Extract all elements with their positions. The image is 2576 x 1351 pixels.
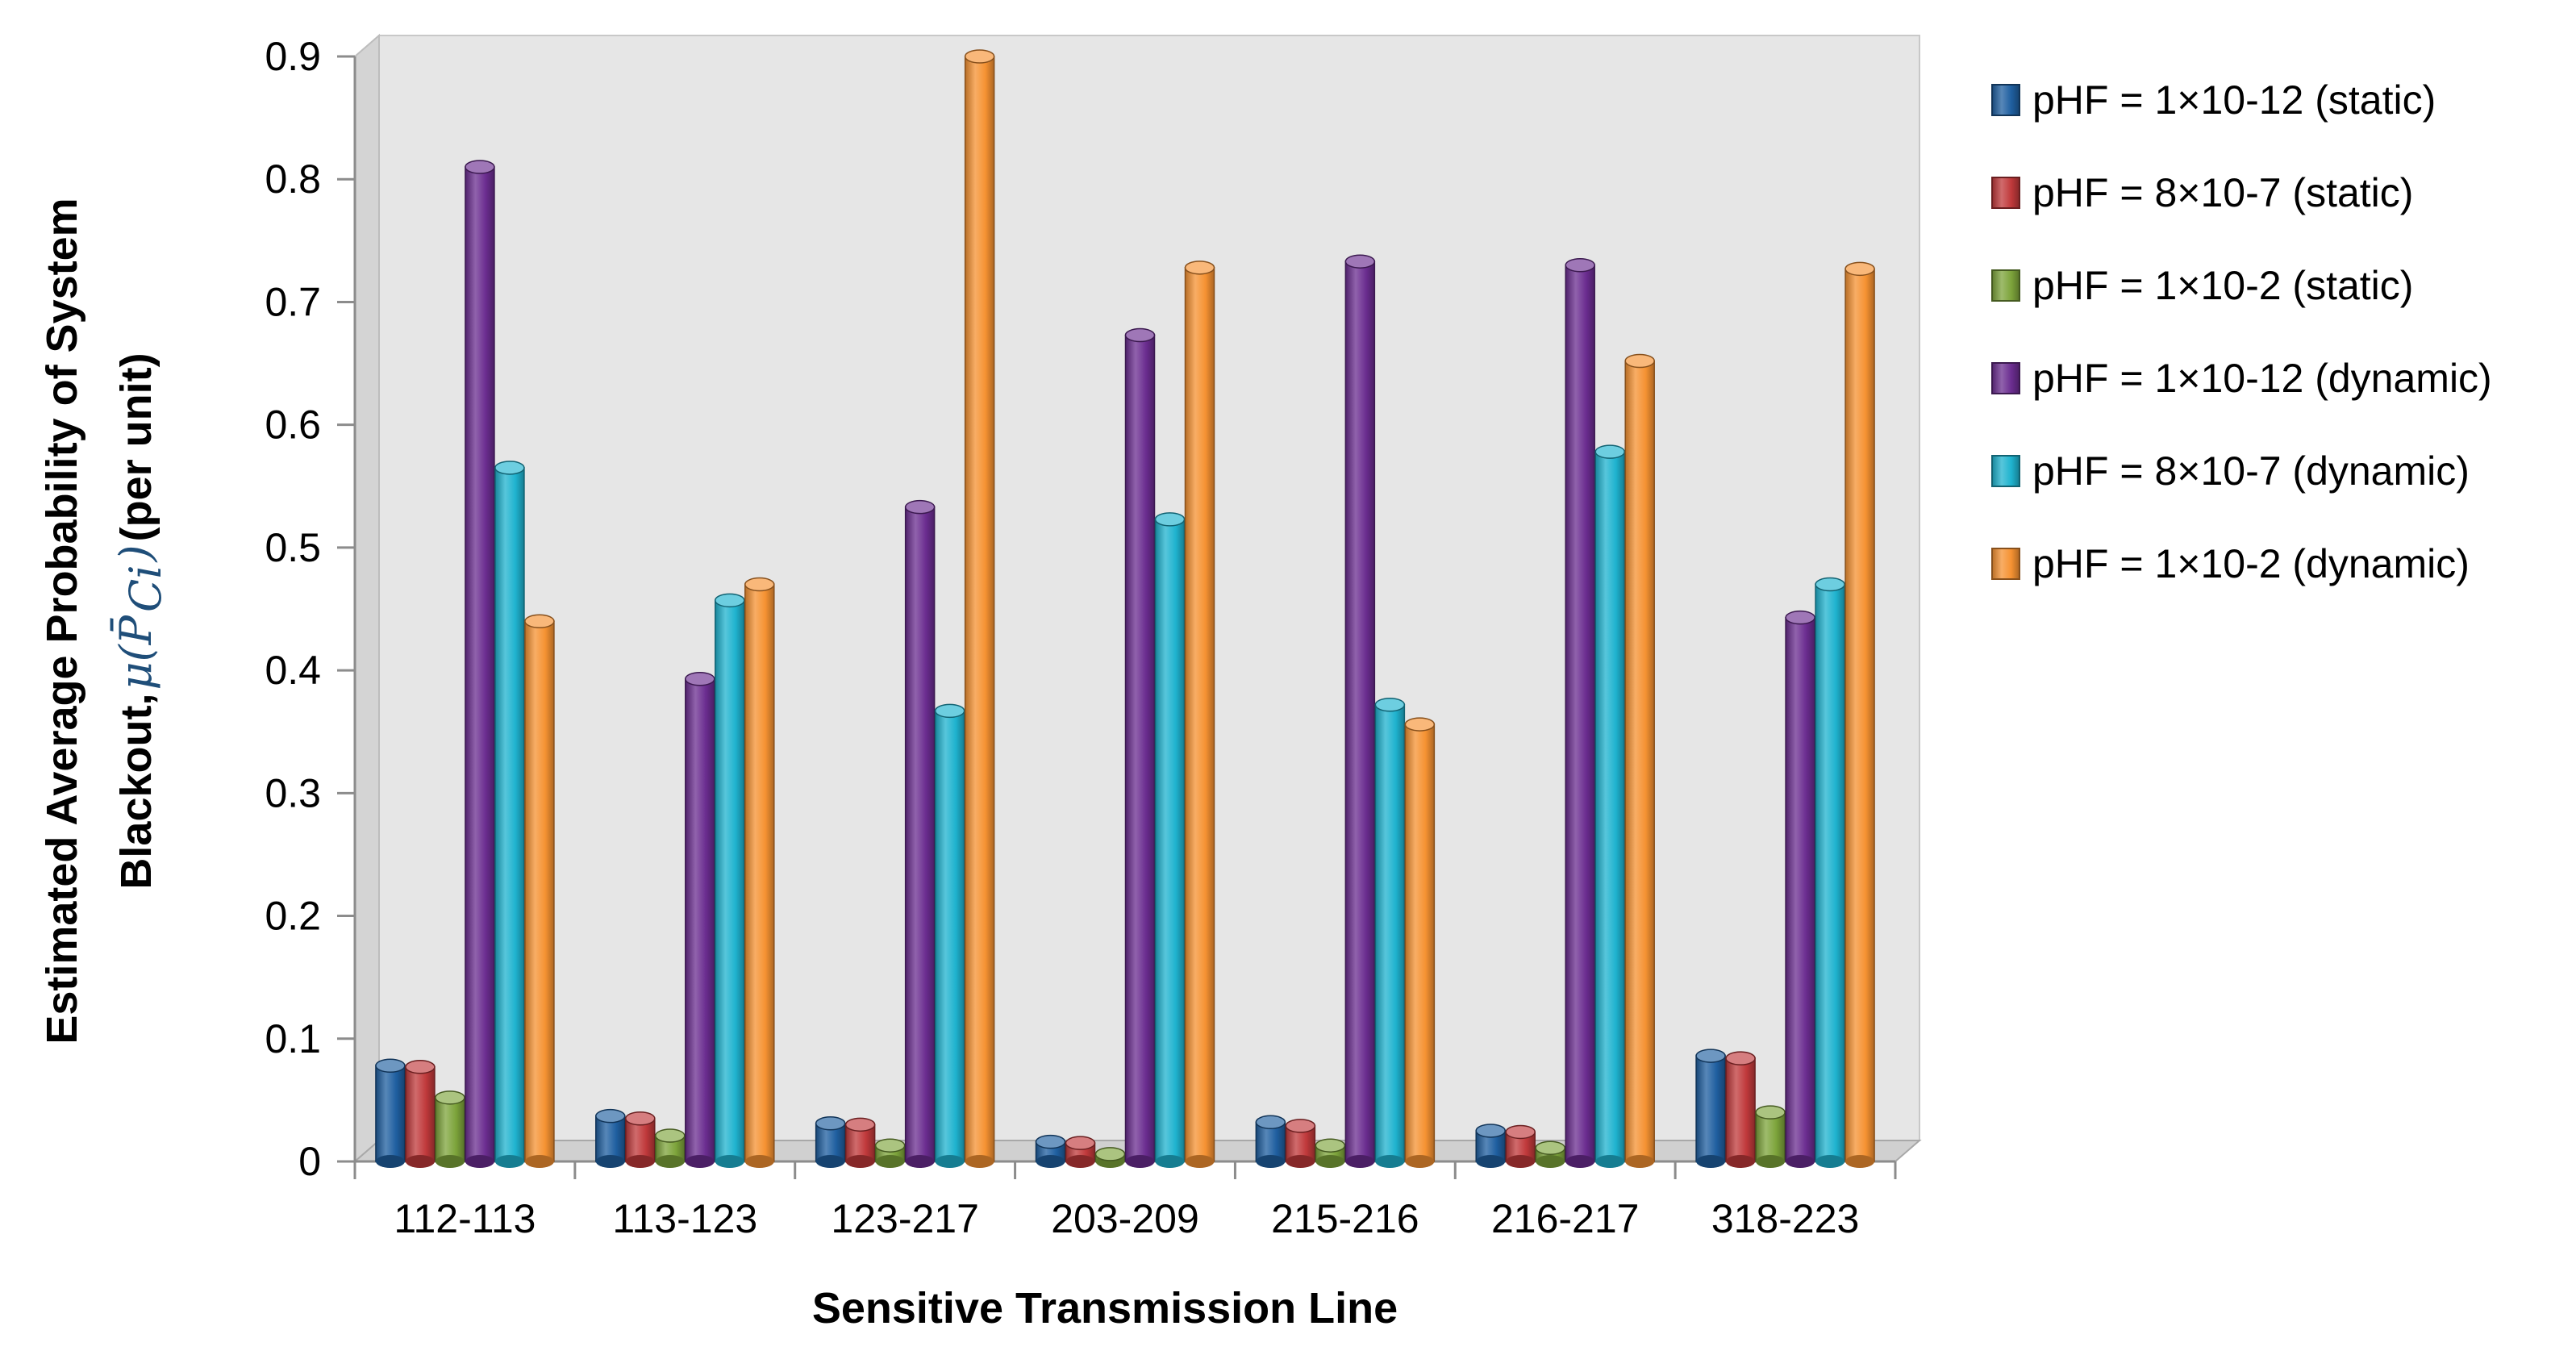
bar xyxy=(815,1116,846,1168)
legend-label: pHF = 1×10-2 (dynamic) xyxy=(2032,541,2470,586)
bar xyxy=(494,461,525,1168)
legend-item: pHF = 1×10-2 (static) xyxy=(1991,263,2413,308)
x-tick-label: 215-216 xyxy=(1271,1196,1419,1241)
bar xyxy=(625,1111,656,1168)
bar xyxy=(375,1058,406,1168)
bar xyxy=(595,1108,626,1168)
bar xyxy=(685,672,715,1168)
bar xyxy=(1565,258,1595,1168)
legend-label: pHF = 8×10-7 (static) xyxy=(2032,170,2413,215)
bar xyxy=(465,160,495,1168)
y-axis-title-line1: Estimated Average Probability of System xyxy=(38,198,86,1044)
legend-swatch xyxy=(1991,362,2020,394)
bar xyxy=(1535,1140,1565,1168)
y-tick-label: 0.7 xyxy=(265,279,321,324)
bar xyxy=(964,49,995,1168)
y-tick-label: 0.6 xyxy=(265,402,321,448)
y-axis-math-sub: Ci xyxy=(120,565,171,612)
bar xyxy=(1755,1105,1786,1168)
legend-label: pHF = 1×10-12 (dynamic) xyxy=(2032,356,2492,401)
bar xyxy=(655,1128,686,1168)
y-tick-label: 0.3 xyxy=(265,770,321,815)
x-tick-label: 318-223 xyxy=(1711,1196,1860,1241)
legend-swatch xyxy=(1991,84,2020,116)
bar xyxy=(874,1138,906,1168)
legend-swatch xyxy=(1991,548,2020,580)
bar xyxy=(844,1117,876,1168)
bar xyxy=(1035,1134,1066,1168)
bar xyxy=(1374,697,1406,1168)
legend-label: pHF = 1×10-12 (static) xyxy=(2032,77,2436,123)
y-axis: 0 0.1 0.2 0.3 0.4 0.5 0.6 0.7 0.8 0.9 xyxy=(265,34,356,1184)
bar xyxy=(524,614,555,1168)
bar xyxy=(744,577,775,1168)
y-axis-title-line2: Blackout, μ(P̄ Ci ) (per unit) xyxy=(110,352,171,889)
bar xyxy=(1094,1147,1126,1168)
legend-label: pHF = 1×10-2 (static) xyxy=(2032,263,2413,308)
bar xyxy=(1785,610,1815,1168)
legend-swatch xyxy=(1991,455,2020,487)
bar xyxy=(934,703,965,1168)
legend-item: pHF = 8×10-7 (dynamic) xyxy=(1991,448,2470,494)
bar xyxy=(1184,261,1215,1168)
legend-item: pHF = 8×10-7 (static) xyxy=(1991,170,2413,215)
bar xyxy=(1844,261,1875,1168)
bar xyxy=(1344,254,1376,1168)
legend-swatch xyxy=(1991,177,2020,209)
bar xyxy=(1124,327,1156,1168)
y-tick-label: 0.1 xyxy=(265,1016,321,1061)
bar xyxy=(1594,444,1625,1168)
legend-item: pHF = 1×10-12 (static) xyxy=(1991,77,2436,123)
y-tick-label: 0.9 xyxy=(265,34,321,79)
bar xyxy=(1475,1124,1506,1168)
legend-item: pHF = 1×10-12 (dynamic) xyxy=(1991,356,2492,401)
bar xyxy=(715,593,745,1168)
y-tick-label: 0.8 xyxy=(265,156,321,202)
x-tick-label: 112-113 xyxy=(394,1196,536,1241)
y-tick-label: 0.4 xyxy=(265,648,321,693)
bars xyxy=(375,49,1875,1168)
legend-item: pHF = 1×10-2 (dynamic) xyxy=(1991,541,2470,586)
bar xyxy=(1154,512,1186,1168)
bar xyxy=(435,1090,465,1168)
y-axis-title: Estimated Average Probability of System … xyxy=(38,198,171,1044)
x-axis: 112-113 113-123 123-217 203-209 215-216 216-2… xyxy=(353,1160,1897,1241)
bar xyxy=(1505,1124,1536,1168)
bar xyxy=(1065,1136,1096,1168)
bar xyxy=(1285,1119,1316,1168)
x-tick-label: 123-217 xyxy=(831,1196,979,1241)
bar xyxy=(1695,1049,1726,1168)
legend-swatch xyxy=(1991,269,2020,302)
x-tick-label: 203-209 xyxy=(1051,1196,1199,1241)
bar xyxy=(1815,577,1845,1168)
bar xyxy=(1255,1115,1286,1168)
y-tick-label: 0 xyxy=(298,1139,321,1184)
legend-label: pHF = 8×10-7 (dynamic) xyxy=(2032,448,2470,494)
bar xyxy=(1404,717,1436,1168)
y-tick-label: 0.2 xyxy=(265,894,321,939)
bar xyxy=(1624,353,1655,1168)
y-axis-math: μ(P̄ xyxy=(110,614,161,690)
bar xyxy=(1725,1051,1756,1168)
x-tick-label: 113-123 xyxy=(612,1196,757,1241)
bar xyxy=(904,499,936,1168)
bar xyxy=(1315,1138,1346,1168)
side-wall xyxy=(354,33,380,1164)
legend: pHF = 1×10-12 (static) pHF = 8×10-7 (stat… xyxy=(1991,77,2492,586)
x-tick-label: 216-217 xyxy=(1491,1196,1640,1241)
x-axis-title: Sensitive Transmission Line xyxy=(812,1284,1398,1332)
y-tick-label: 0.5 xyxy=(265,525,321,570)
bar xyxy=(405,1060,436,1168)
